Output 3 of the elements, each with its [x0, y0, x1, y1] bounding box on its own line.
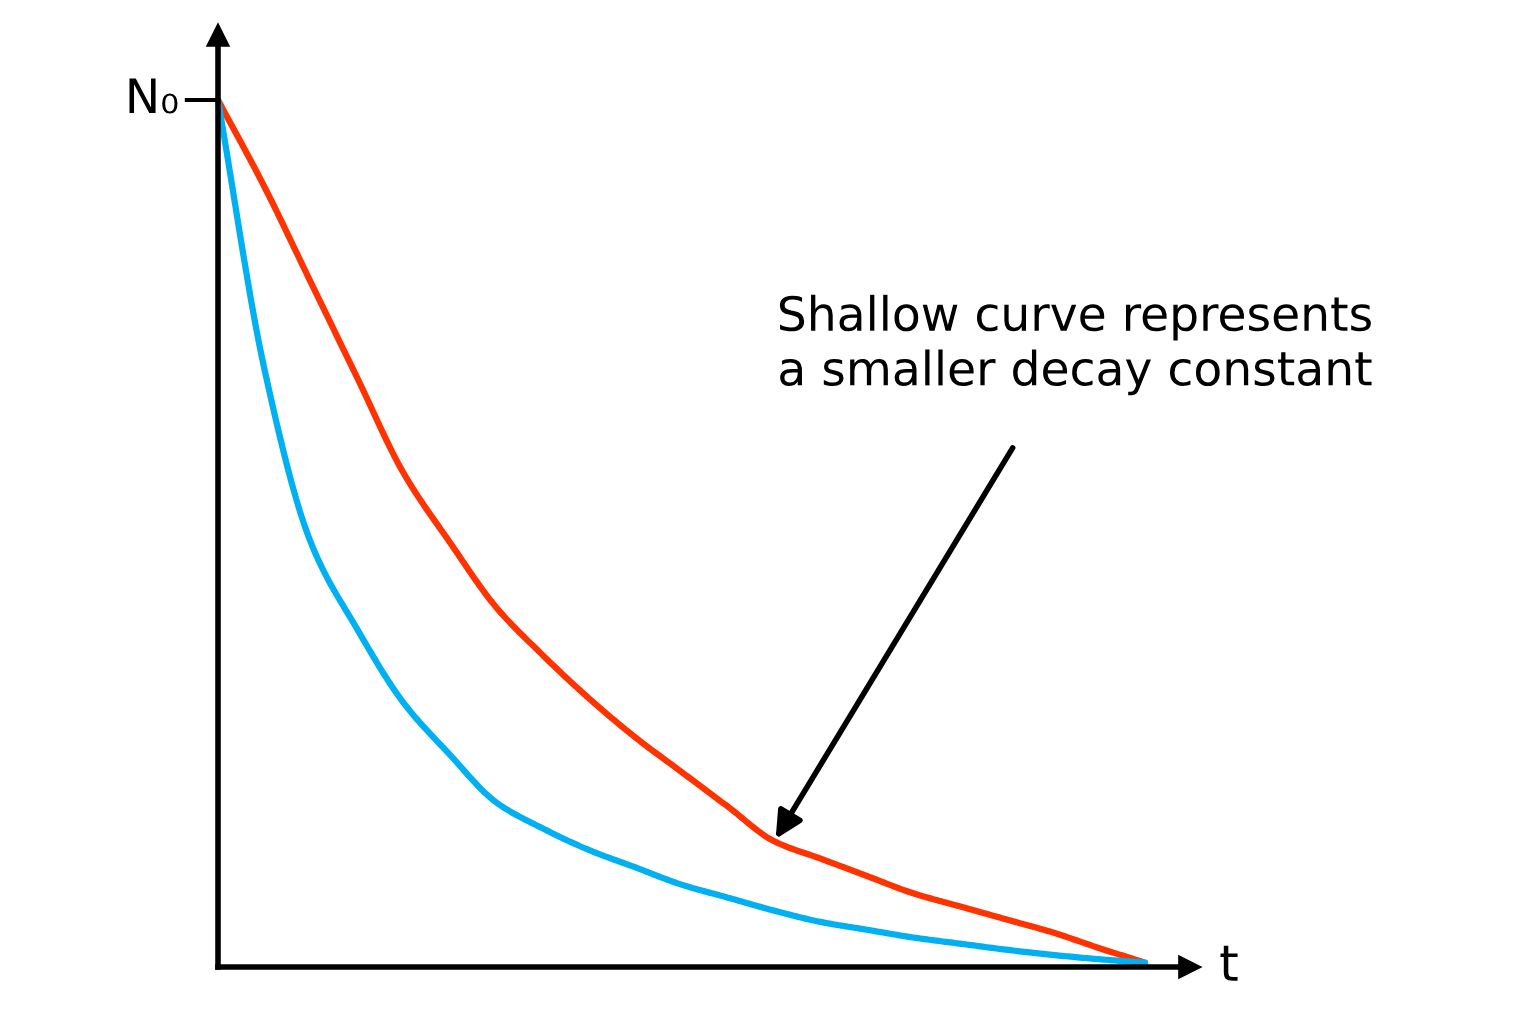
annotation: Shallow curve represents a smaller decay constant: [779, 294, 1372, 396]
text: N₀: [129, 78, 178, 114]
x-axis-title: t: [1220, 945, 1238, 981]
